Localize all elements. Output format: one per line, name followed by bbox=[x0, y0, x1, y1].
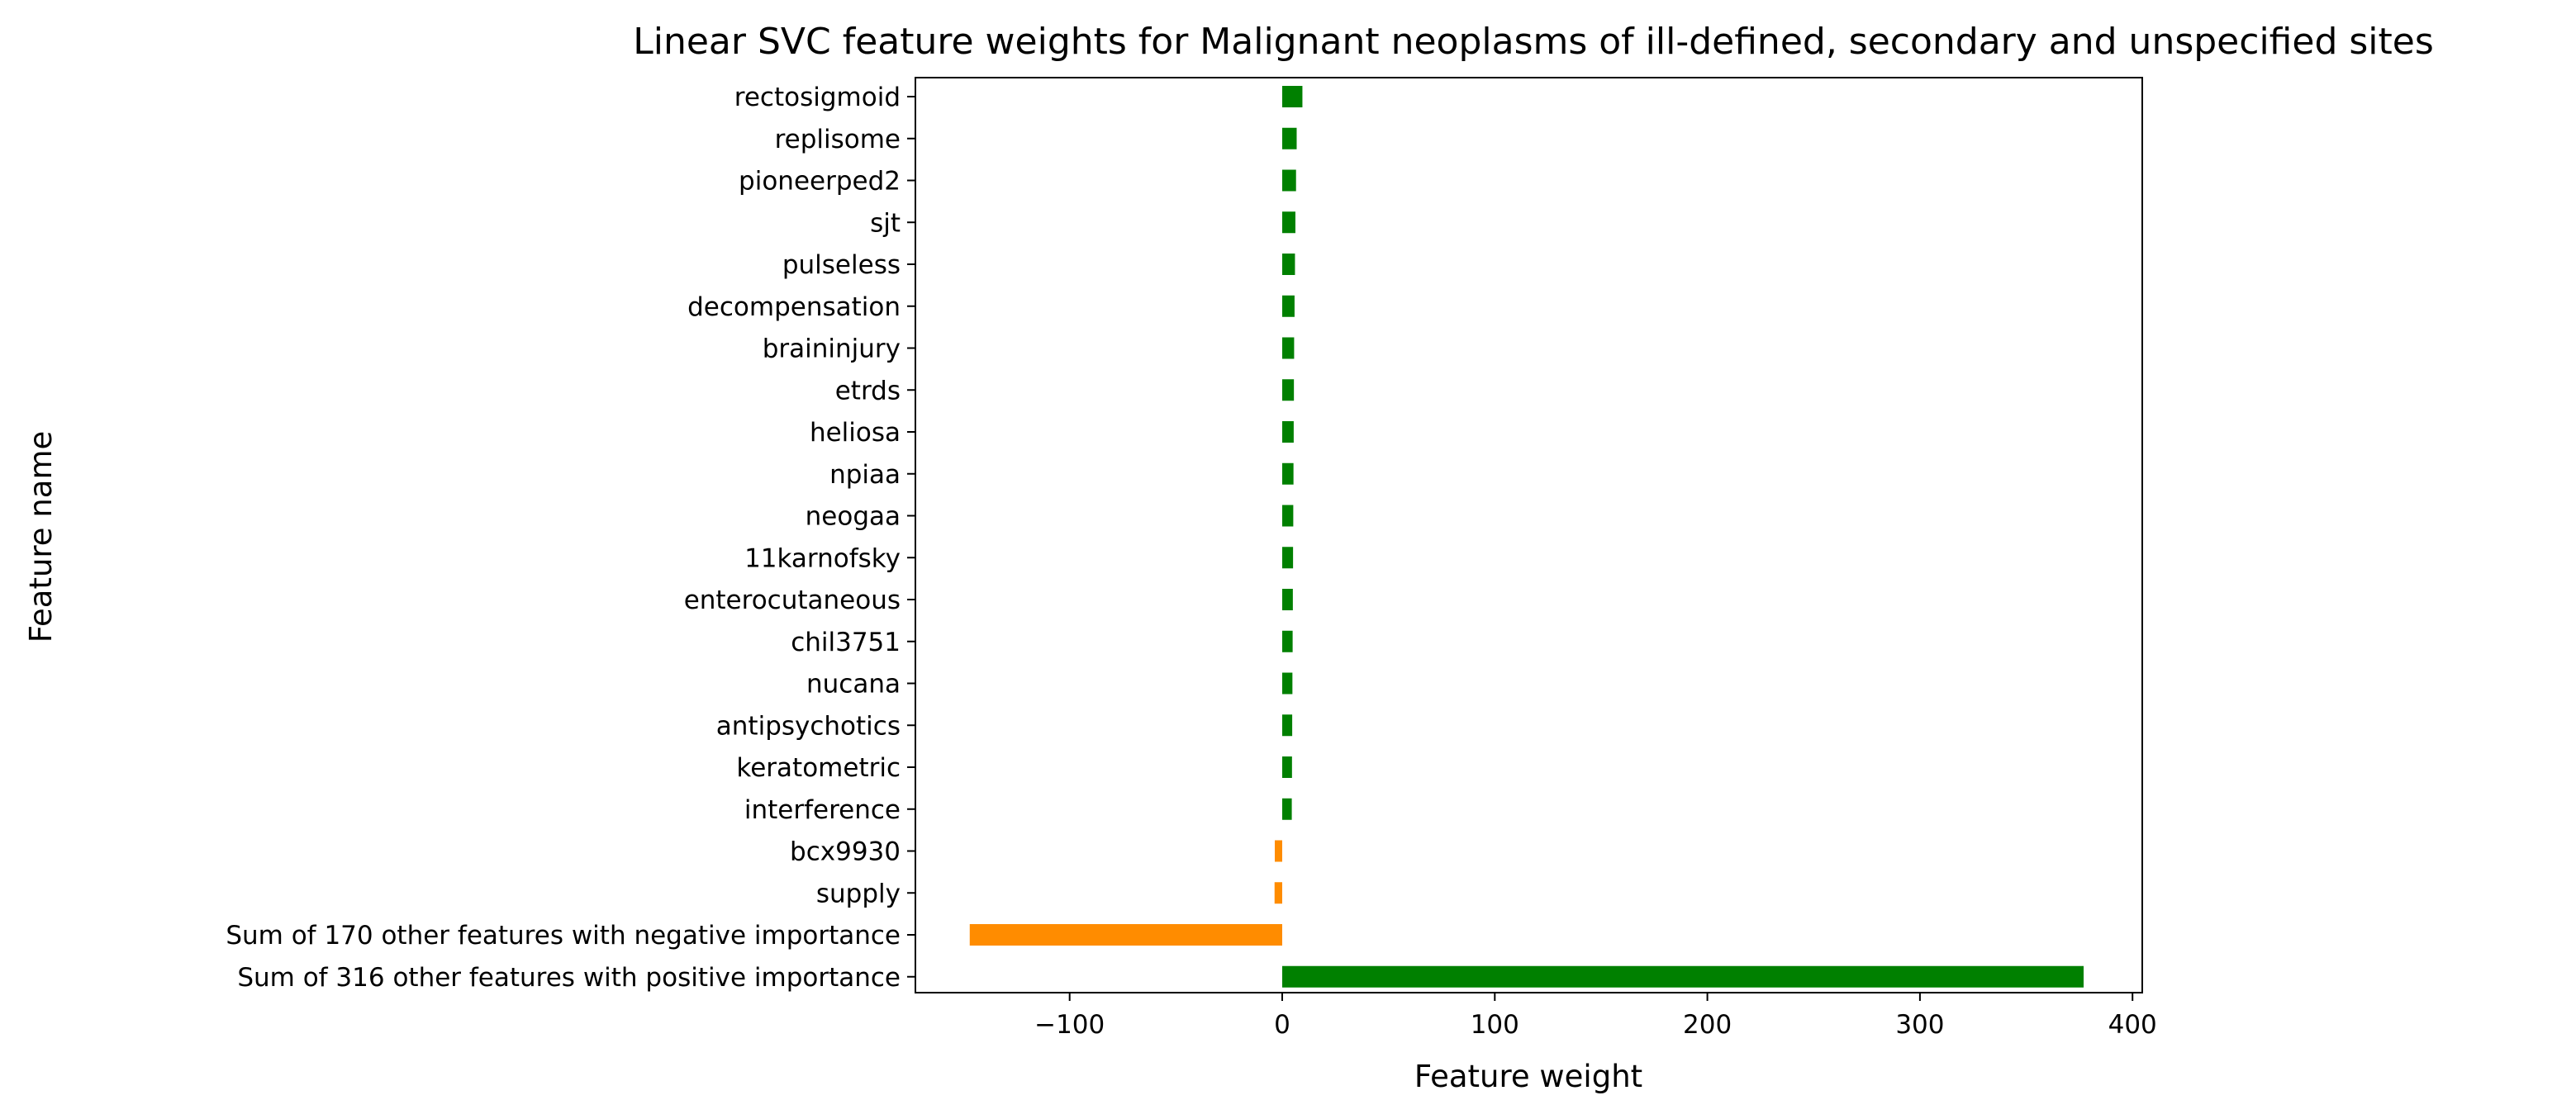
bar-nucana bbox=[1282, 672, 1293, 695]
y-tick-label: rectosigmoid bbox=[734, 83, 901, 112]
y-tick-label: Sum of 316 other features with positive … bbox=[237, 963, 901, 993]
bar-sjt bbox=[1282, 211, 1295, 234]
y-tick-label: decompensation bbox=[687, 292, 901, 322]
x-tick-label: 0 bbox=[1274, 1010, 1290, 1040]
y-tick-label: interference bbox=[744, 795, 901, 825]
y-tick-label: Sum of 170 other features with negative … bbox=[226, 921, 901, 951]
y-tick-label: replisome bbox=[775, 125, 901, 154]
bar-pulseless bbox=[1282, 254, 1295, 275]
y-axis-title: Feature name bbox=[23, 431, 59, 643]
bar-sum-of-170-other-features-with-negative-importance bbox=[969, 924, 1282, 946]
y-tick-label: npiaa bbox=[829, 460, 901, 490]
bar-etrds bbox=[1282, 379, 1295, 401]
bar-pioneerped2 bbox=[1282, 169, 1296, 192]
x-axis-title: Feature weight bbox=[1414, 1059, 1642, 1094]
bar-rectosigmoid bbox=[1282, 86, 1303, 107]
y-tick-label: sjt bbox=[870, 208, 901, 238]
bar-heliosa bbox=[1282, 421, 1294, 443]
x-axis-ticks: −100 0 100 200 300 400 bbox=[1034, 993, 2157, 1040]
x-tick-label: −100 bbox=[1034, 1010, 1105, 1040]
y-tick-label: neogaa bbox=[806, 502, 901, 532]
y-tick-label: heliosa bbox=[810, 418, 901, 448]
bar-11karnofsky bbox=[1282, 547, 1294, 569]
bar-antipsychotics bbox=[1282, 714, 1293, 737]
y-tick-label: 11karnofsky bbox=[744, 543, 901, 573]
y-tick-label: braininjury bbox=[763, 334, 901, 364]
y-axis-ticks: rectosigmoid replisome pioneerped2 sjt pulse… bbox=[226, 83, 915, 993]
plot-frame bbox=[915, 77, 2143, 993]
chart-title: Linear SVC feature weights for Malignant… bbox=[633, 21, 2434, 63]
bar-sum-of-316-other-features-with-positive-importance bbox=[1282, 965, 2084, 988]
y-tick-label: antipsychotics bbox=[716, 711, 901, 741]
y-tick-label: keratometric bbox=[736, 753, 901, 783]
y-tick-label: pulseless bbox=[782, 250, 901, 280]
bar-chil3751 bbox=[1282, 630, 1293, 652]
bar-group bbox=[969, 86, 2084, 988]
bar-decompensation bbox=[1282, 295, 1295, 317]
bar-npiaa bbox=[1282, 462, 1294, 485]
bar-enterocutaneous bbox=[1282, 589, 1293, 610]
y-tick-label: bcx9930 bbox=[790, 837, 901, 867]
bar-bcx9930 bbox=[1274, 840, 1282, 862]
x-tick-label: 300 bbox=[1895, 1010, 1944, 1040]
x-tick-label: 100 bbox=[1471, 1010, 1519, 1040]
bar-replisome bbox=[1282, 127, 1297, 149]
y-tick-label: nucana bbox=[806, 670, 901, 699]
y-tick-label: pioneerped2 bbox=[739, 167, 901, 197]
bar-keratometric bbox=[1282, 756, 1292, 778]
bar-interference bbox=[1282, 798, 1292, 820]
bar-neogaa bbox=[1282, 505, 1294, 527]
y-tick-label: etrds bbox=[835, 376, 901, 405]
bar-supply bbox=[1274, 882, 1282, 904]
x-tick-label: 200 bbox=[1683, 1010, 1732, 1040]
y-tick-label: enterocutaneous bbox=[684, 586, 901, 615]
y-tick-label: supply bbox=[816, 879, 901, 908]
x-tick-label: 400 bbox=[2108, 1010, 2157, 1040]
bar-braininjury bbox=[1282, 337, 1295, 359]
y-tick-label: chil3751 bbox=[791, 628, 901, 657]
